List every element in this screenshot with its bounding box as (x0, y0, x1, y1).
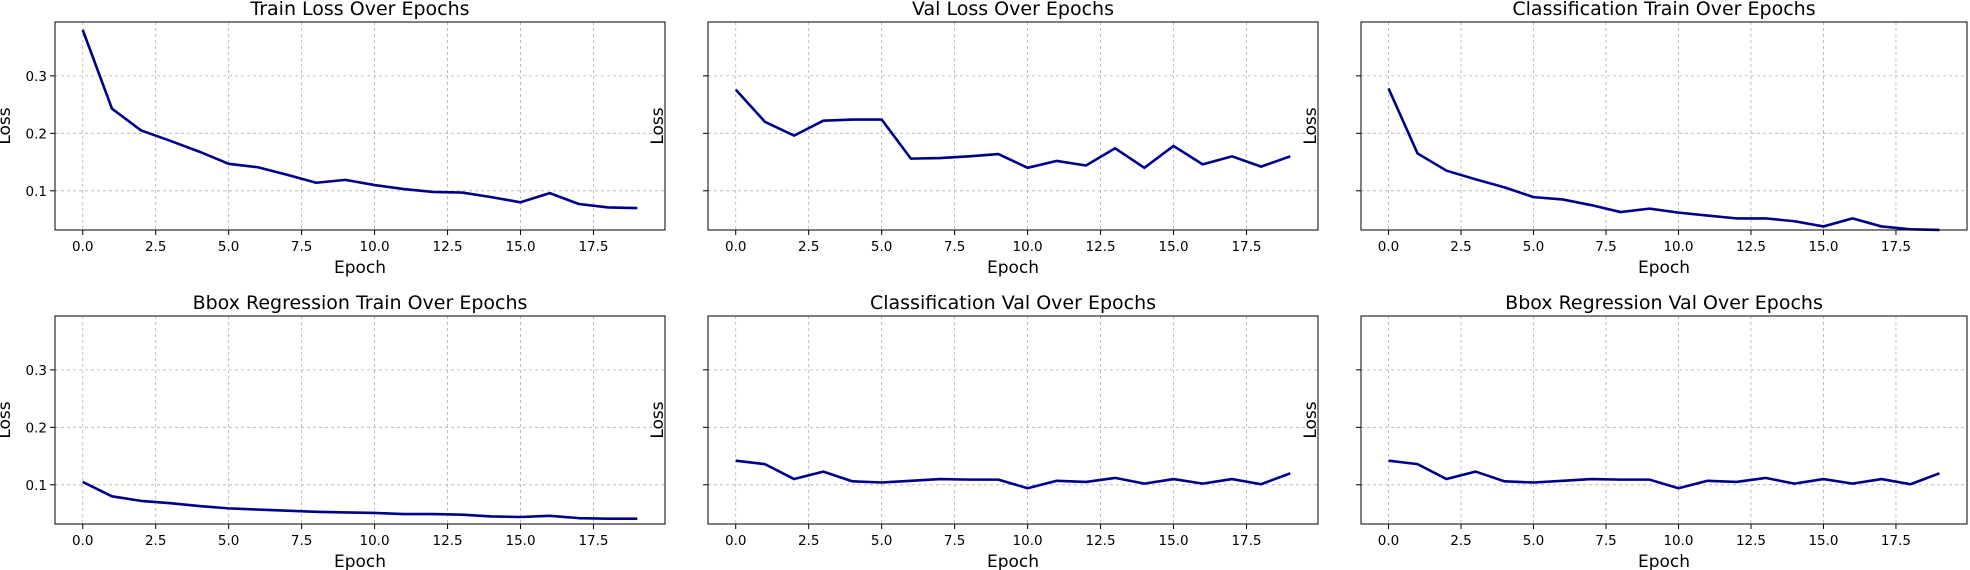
subplot-title: Classification Val Over Epochs (870, 292, 1156, 314)
plot-frame (54, 21, 666, 231)
x-tick-label: 0.0 (725, 239, 746, 255)
y-axis-label: Loss (648, 401, 668, 438)
x-tick-label: 17.5 (1881, 239, 1911, 255)
x-axis-label: Epoch (334, 552, 386, 570)
x-tick-label: 0.0 (1378, 533, 1399, 549)
x-tick-label: 7.5 (944, 239, 965, 255)
subplot-title: Bbox Regression Val Over Epochs (1505, 292, 1823, 314)
y-axis-label: Loss (648, 107, 668, 144)
x-tick-label: 17.5 (578, 239, 608, 255)
x-tick-label: 10.0 (1013, 533, 1043, 549)
x-tick-label: 12.5 (1736, 533, 1766, 549)
y-tick-label: 0.3 (26, 69, 47, 85)
x-tick-label: 17.5 (1231, 533, 1261, 549)
x-tick-label: 12.5 (433, 533, 463, 549)
subplot-title: Classification Train Over Epochs (1512, 0, 1815, 20)
plot-frame (1360, 21, 1968, 231)
plot-frame (707, 21, 1319, 231)
x-tick-label: 0.0 (72, 239, 93, 255)
x-tick-label: 5.0 (218, 533, 239, 549)
plot-frame (54, 315, 666, 525)
subplot-title: Val Loss Over Epochs (912, 0, 1114, 20)
x-tick-label: 15.0 (1808, 533, 1838, 549)
x-tick-label: 15.0 (1808, 239, 1838, 255)
subplot-5: 0.0 2.5 5.0 7.5 10.0 12.5 15.0 17.5 Classificati… (648, 292, 1319, 570)
y-tick-label: 0.2 (26, 420, 47, 436)
x-axis-label: Epoch (1638, 552, 1690, 570)
x-tick-label: 15.0 (505, 239, 535, 255)
x-tick-label: 0.0 (725, 533, 746, 549)
x-tick-label: 5.0 (1523, 239, 1544, 255)
x-axis-label: Epoch (1638, 258, 1690, 278)
subplot-3: 0.0 2.5 5.0 7.5 10.0 12.5 15.0 17.5 Classificati… (1301, 0, 1968, 278)
x-tick-label: 17.5 (1881, 533, 1911, 549)
x-tick-label: 17.5 (578, 533, 608, 549)
x-tick-label: 10.0 (1663, 533, 1693, 549)
x-tick-label: 15.0 (1158, 533, 1188, 549)
x-tick-label: 12.5 (1736, 239, 1766, 255)
x-tick-label: 15.0 (1158, 239, 1188, 255)
subplot-title: Bbox Regression Train Over Epochs (193, 292, 528, 314)
x-tick-label: 12.5 (1086, 239, 1116, 255)
loss-series-line (81, 29, 638, 210)
x-tick-label: 2.5 (1450, 239, 1471, 255)
x-tick-label: 7.5 (291, 239, 312, 255)
subplot-2: 0.0 2.5 5.0 7.5 10.0 12.5 15.0 17.5 Val Loss Ove… (648, 0, 1319, 278)
x-tick-label: 0.0 (72, 533, 93, 549)
x-tick-label: 10.0 (1663, 239, 1693, 255)
x-tick-label: 7.5 (944, 533, 965, 549)
loss-series-line (82, 480, 638, 521)
x-tick-label: 7.5 (1595, 239, 1616, 255)
subplot-4: 0.0 2.5 5.0 7.5 10.0 12.5 15.0 17.5 0.1 0.2 0.3 Bbo… (0, 292, 666, 570)
x-tick-label: 5.0 (871, 533, 892, 549)
plot-frame (707, 315, 1319, 525)
x-tick-label: 10.0 (1013, 239, 1043, 255)
x-tick-label: 7.5 (1595, 533, 1616, 549)
x-tick-label: 2.5 (1450, 533, 1471, 549)
subplot-1: 0.0 2.5 5.0 7.5 10.0 12.5 15.0 17.5 0.1 0.2 0.3 Tra… (0, 0, 666, 278)
loss-series-line (1387, 87, 1940, 232)
x-axis-label: Epoch (334, 258, 386, 278)
subplot-title: Train Loss Over Epochs (249, 0, 469, 20)
x-axis-label: Epoch (987, 552, 1039, 570)
x-tick-label: 0.0 (1378, 239, 1399, 255)
loss-series-line (735, 459, 1291, 490)
x-tick-label: 5.0 (218, 239, 239, 255)
subplot-6: 0.0 2.5 5.0 7.5 10.0 12.5 15.0 17.5 Bbox Regress… (1301, 292, 1968, 570)
x-tick-label: 2.5 (798, 239, 819, 255)
loss-series-line (734, 88, 1291, 170)
loss-series-line (1388, 459, 1940, 490)
y-axis-label: Loss (1301, 107, 1321, 144)
plot-frame (1360, 315, 1968, 525)
x-tick-label: 10.0 (360, 533, 390, 549)
y-tick-label: 0.2 (26, 126, 47, 142)
x-tick-label: 12.5 (1086, 533, 1116, 549)
x-tick-label: 2.5 (145, 533, 166, 549)
x-tick-label: 5.0 (1523, 533, 1544, 549)
x-tick-label: 5.0 (871, 239, 892, 255)
y-tick-label: 0.1 (26, 478, 47, 494)
x-axis-label: Epoch (987, 258, 1039, 278)
x-tick-label: 15.0 (505, 533, 535, 549)
x-tick-label: 12.5 (433, 239, 463, 255)
x-tick-label: 2.5 (145, 239, 166, 255)
x-tick-label: 2.5 (798, 533, 819, 549)
x-tick-label: 10.0 (360, 239, 390, 255)
x-tick-label: 17.5 (1231, 239, 1261, 255)
y-tick-label: 0.1 (26, 184, 47, 200)
y-axis-label: Loss (0, 107, 15, 144)
x-tick-label: 7.5 (291, 533, 312, 549)
y-axis-label: Loss (0, 401, 15, 438)
y-tick-label: 0.3 (26, 363, 47, 379)
y-axis-label: Loss (1301, 401, 1321, 438)
